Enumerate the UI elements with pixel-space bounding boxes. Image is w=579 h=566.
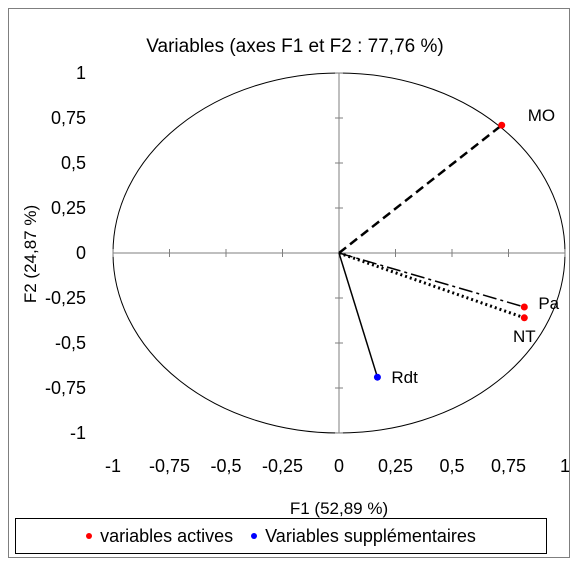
x-tick-label: -0,5	[210, 456, 241, 476]
y-tick-label: -0,25	[45, 288, 86, 308]
x-tick-label: 0,25	[378, 456, 413, 476]
legend-item-active: variables actives	[86, 526, 233, 547]
legend-label-active: variables actives	[100, 525, 234, 546]
legend: variables actives Variables supplémentai…	[15, 518, 547, 554]
x-tick-label: 0,75	[491, 456, 526, 476]
legend-marker-blue-dot	[251, 533, 258, 539]
point-pa	[520, 303, 528, 311]
vector-nt	[338, 251, 525, 320]
x-tick-label: -0,25	[262, 456, 303, 476]
vector-rdt	[338, 252, 379, 378]
point-mo	[498, 121, 506, 129]
chart-frame	[8, 8, 570, 558]
y-tick-label: -1	[70, 423, 86, 443]
legend-item-supplementary: Variables supplémentaires	[251, 526, 476, 547]
point-rdt	[373, 373, 381, 381]
chart-title: Variables (axes F1 et F2 : 77,76 %)	[146, 36, 443, 57]
point-nt	[520, 314, 528, 322]
x-tick-label: 0	[334, 456, 344, 476]
y-tick-label: -0,75	[45, 378, 86, 398]
y-tick-label: 0,5	[61, 153, 86, 173]
legend-marker-red-dot	[86, 533, 93, 539]
y-tick-label: 0,25	[51, 198, 86, 218]
x-tick-label: 0,5	[439, 456, 464, 476]
x-axis-title: F1 (52,89 %)	[290, 499, 388, 518]
y-axis-title: F2 (24,87 %)	[21, 205, 40, 303]
plot-layer: -1 -0,75 -0,5 -0,25 0 0,25 0,5 0,75 1 1 0,75 0,5 0,2…	[45, 63, 570, 476]
label-pa: Pa	[538, 294, 559, 313]
x-tick-label: 1	[560, 456, 570, 476]
y-tick-label: 1	[76, 63, 86, 83]
legend-label-supplementary: Variables supplémentaires	[265, 525, 476, 546]
label-nt: NT	[513, 327, 536, 346]
vector-mo	[338, 124, 503, 254]
y-tick-label: -0,5	[55, 333, 86, 353]
x-tick-label: -0,75	[149, 456, 190, 476]
vector-pa	[338, 252, 525, 308]
label-mo: MO	[528, 106, 555, 125]
y-tick-label: 0	[76, 243, 86, 263]
label-rdt: Rdt	[391, 368, 418, 387]
x-tick-label: -1	[105, 456, 121, 476]
y-tick-label: 0,75	[51, 108, 86, 128]
